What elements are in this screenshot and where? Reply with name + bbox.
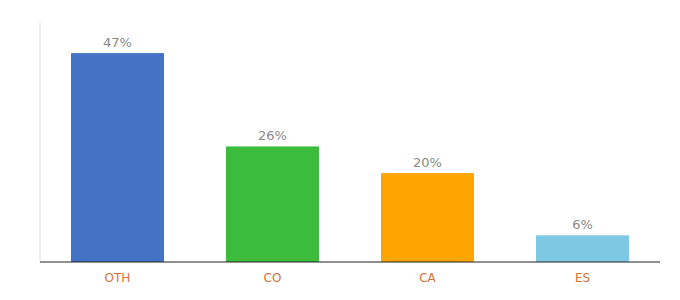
bars <box>71 53 629 262</box>
bar <box>536 235 629 262</box>
bar <box>226 146 319 262</box>
x-tick-label: CA <box>419 271 436 285</box>
chart: 47% 26% 20% 6% OTH CO CA ES <box>0 0 680 300</box>
data-label: 20% <box>413 155 442 170</box>
x-axis-line <box>40 261 660 262</box>
x-tick-label: OTH <box>105 271 131 285</box>
bar <box>71 53 164 262</box>
x-tick-label: ES <box>575 271 590 285</box>
bar <box>381 173 474 262</box>
y-axis-line <box>40 22 41 262</box>
data-label: 26% <box>258 128 287 143</box>
x-tick-label: CO <box>264 271 282 285</box>
data-label: 6% <box>572 217 593 232</box>
chart-container: 47% 26% 20% 6% OTH CO CA ES <box>0 0 680 300</box>
data-label: 47% <box>103 35 132 50</box>
